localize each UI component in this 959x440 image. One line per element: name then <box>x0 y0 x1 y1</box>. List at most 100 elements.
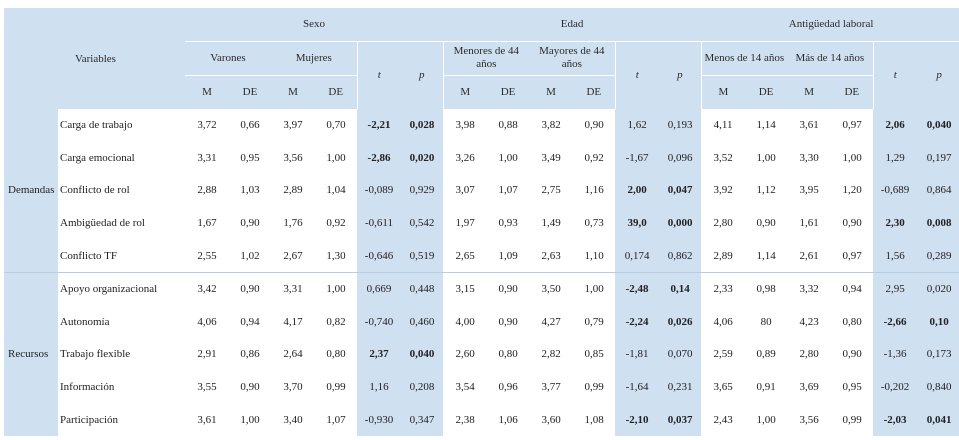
data-cell: -0,611 <box>357 206 401 240</box>
data-cell: 0,99 <box>842 413 862 426</box>
header-variables-cell <box>58 8 185 109</box>
data-cell: 0,99 <box>584 381 604 394</box>
data-cell: 1,04 <box>326 184 346 197</box>
data-cell: 0,037 <box>659 403 702 436</box>
data-cell: 4,00 <box>455 315 475 328</box>
subheader-varones: Varones <box>185 41 271 76</box>
row-label: Conflicto de rol <box>60 184 130 197</box>
row-label: Carga emocional <box>60 151 135 164</box>
data-cell: 0,047 <box>659 174 702 207</box>
data-cell: 1,61 <box>799 217 819 230</box>
subheader-menores-44: Menores de 44 años <box>443 41 530 76</box>
data-cell: 2,06 <box>873 109 918 142</box>
data-cell: 0,97 <box>842 119 862 132</box>
results-table: Sexo Edad Antigüedad laboral Varones Muj… <box>4 8 959 436</box>
data-cell: 3,40 <box>283 413 303 426</box>
stat-t-antiguedad: t <box>873 41 918 109</box>
data-cell: 3,42 <box>185 271 229 306</box>
data-cell: 4,06 <box>197 315 217 328</box>
col-m-mas14: M <box>787 75 832 109</box>
data-cell: 3,31 <box>197 151 217 164</box>
data-cell: -2,24 <box>615 305 660 339</box>
table-row: Participación 3,61 1,00 3,40 1,07 -0,930 0,347… <box>4 403 959 436</box>
data-cell: 2,89 <box>283 184 303 197</box>
stat-t-edad: t <box>615 41 660 109</box>
data-cell: 1,00 <box>756 151 776 164</box>
data-cell: 0,92 <box>584 151 604 164</box>
row-label: Información <box>60 381 115 394</box>
data-cell: 3,61 <box>799 119 819 132</box>
table-row: Información 3,55 0,90 3,70 0,99 1,16 0,208 3,54… <box>4 370 959 404</box>
data-cell: 0,041 <box>917 403 959 436</box>
data-cell: 0,94 <box>831 271 874 306</box>
data-cell: 0,008 <box>917 206 959 240</box>
data-cell: -0,202 <box>873 370 918 404</box>
data-cell: 3,97 <box>283 119 303 132</box>
data-cell: 3,77 <box>541 381 561 394</box>
data-cell: -2,66 <box>873 305 918 339</box>
data-cell: 1,10 <box>584 249 604 262</box>
data-cell: 2,88 <box>197 184 217 197</box>
subheader-mujeres: Mujeres <box>271 41 358 76</box>
data-cell: 1,07 <box>498 184 518 197</box>
data-cell: 0,90 <box>240 217 260 230</box>
data-cell: 0,80 <box>842 315 862 328</box>
data-cell: 0,000 <box>659 206 702 240</box>
data-cell: 1,00 <box>498 151 518 164</box>
data-cell: 3,55 <box>197 381 217 394</box>
data-cell: 0,040 <box>401 338 444 371</box>
data-cell: 0,90 <box>240 381 260 394</box>
col-m-mujeres: M <box>271 75 315 109</box>
data-cell: 1,00 <box>315 271 357 306</box>
data-cell: 3,69 <box>799 381 819 394</box>
data-cell: 3,72 <box>197 119 217 132</box>
data-cell: 0,66 <box>240 119 260 132</box>
data-cell: 2,43 <box>713 413 733 426</box>
data-cell: 3,07 <box>455 184 475 197</box>
data-cell: 1,12 <box>756 184 776 197</box>
table-row: Ambigüedad de rol 1,67 0,90 1,76 0,92 -0,611 0… <box>4 206 959 240</box>
data-cell: 1,30 <box>326 249 346 262</box>
data-cell: 0,448 <box>401 271 444 306</box>
data-cell: 2,38 <box>455 413 475 426</box>
col-de-mujeres: DE <box>315 75 358 109</box>
data-cell: 3,61 <box>197 413 217 426</box>
data-cell: 0,14 <box>659 271 702 306</box>
data-cell: -0,689 <box>873 174 918 207</box>
data-cell: 0,026 <box>659 305 702 339</box>
data-cell: 3,52 <box>713 151 733 164</box>
variables-header-label: Variables <box>75 53 116 65</box>
data-cell: 0,174 <box>615 239 660 273</box>
group-label-demandas: Demandas <box>4 109 58 273</box>
data-cell: 1,16 <box>357 370 401 404</box>
row-label: Conflicto TF <box>60 249 117 262</box>
data-cell: 0,88 <box>498 119 518 132</box>
data-cell: 1,97 <box>455 217 475 230</box>
data-cell: 3,92 <box>713 184 733 197</box>
stat-t-sexo: t <box>357 41 401 109</box>
row-label: Participación <box>60 413 119 426</box>
data-cell: 0,90 <box>498 315 518 328</box>
table-row: Conflicto TF 2,55 1,02 2,67 1,30 -0,646 0,519 2… <box>4 239 959 273</box>
col-de-varones: DE <box>229 75 271 109</box>
data-cell: 0,028 <box>401 109 444 142</box>
data-cell: 3,56 <box>799 413 819 426</box>
data-cell: 2,55 <box>197 249 217 262</box>
table-row: Demandas Carga de trabajo 3,72 0,66 3,97 0,70… <box>4 109 959 273</box>
data-cell: 2,80 <box>799 348 819 361</box>
stat-p-antiguedad: p <box>917 41 959 109</box>
table-row: Autonomía 4,06 0,94 4,17 0,82 -0,740 0,460 4,00… <box>4 305 959 339</box>
group-header-sexo: Sexo <box>185 8 444 42</box>
data-cell: 80 <box>760 315 772 328</box>
data-cell: 2,75 <box>541 184 561 197</box>
data-cell: 0,020 <box>917 271 959 306</box>
data-cell: 2,60 <box>455 348 475 361</box>
data-cell: 0,90 <box>756 217 776 230</box>
data-cell: 0,86 <box>240 348 260 361</box>
results-table-container: Sexo Edad Antigüedad laboral Varones Muj… <box>4 8 959 436</box>
data-cell: 2,67 <box>283 249 303 262</box>
table-row: Trabajo flexible 2,91 0,86 2,64 0,80 2,37 0,04… <box>4 338 959 371</box>
col-de-mas14: DE <box>831 75 874 109</box>
data-cell: 2,63 <box>541 249 561 262</box>
data-cell: -1,36 <box>873 338 918 371</box>
